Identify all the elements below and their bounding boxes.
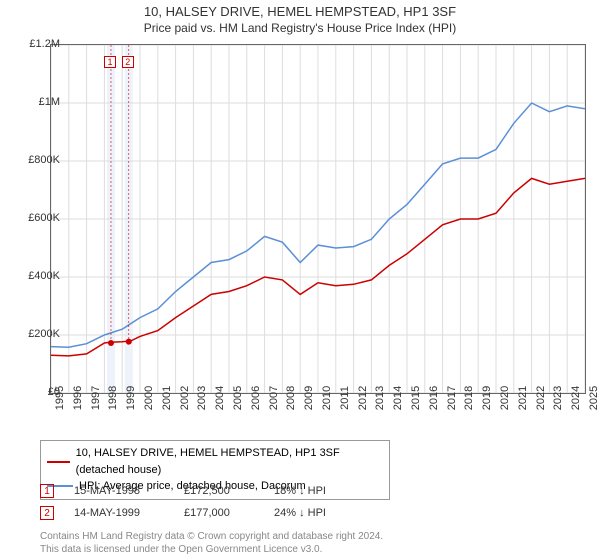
footer-line: Contains HM Land Registry data © Crown c… [40,530,383,543]
sale-price: £177,000 [184,507,254,519]
x-axis-label: 1998 [107,386,119,410]
sale-date: 15-MAY-1998 [74,485,164,497]
x-axis-label: 2007 [268,386,280,410]
footer-line: This data is licensed under the Open Gov… [40,543,383,556]
x-axis-label: 1996 [72,386,84,410]
chart-subtitle: Price paid vs. HM Land Registry's House … [0,21,600,37]
legend-item: 10, HALSEY DRIVE, HEMEL HEMPSTEAD, HP1 3… [47,445,383,478]
x-axis-label: 2018 [463,386,475,410]
y-axis-label: £1.2M [29,38,60,50]
x-axis-label: 2019 [481,386,493,410]
y-axis-label: £600K [28,212,60,224]
x-axis-label: 2021 [517,386,529,410]
x-axis-label: 2025 [588,386,600,410]
y-axis-label: £1M [39,96,60,108]
x-axis-label: 2000 [143,386,155,410]
title-block: 10, HALSEY DRIVE, HEMEL HEMPSTEAD, HP1 3… [0,0,600,36]
y-axis-label: £800K [28,154,60,166]
chart-title: 10, HALSEY DRIVE, HEMEL HEMPSTEAD, HP1 3… [0,4,600,21]
y-axis-label: £200K [28,328,60,340]
sale-delta: 18% ↓ HPI [274,485,326,497]
x-axis-label: 2008 [285,386,297,410]
sale-date: 14-MAY-1999 [74,507,164,519]
x-axis-label: 2001 [161,386,173,410]
x-axis-label: 2004 [214,386,226,410]
x-axis-label: 1995 [54,386,66,410]
chart-container: 10, HALSEY DRIVE, HEMEL HEMPSTEAD, HP1 3… [0,0,600,560]
x-axis-label: 2024 [570,386,582,410]
x-axis-label: 2003 [196,386,208,410]
x-axis-label: 2013 [374,386,386,410]
legend-label: 10, HALSEY DRIVE, HEMEL HEMPSTEAD, HP1 3… [76,445,383,478]
x-axis-label: 2006 [250,386,262,410]
x-axis-label: 2005 [232,386,244,410]
sale-marker-icon: 1 [40,484,54,498]
x-axis-label: 2002 [179,386,191,410]
plot-sale-marker-icon: 2 [122,56,134,68]
sale-row: 2 14-MAY-1999 £177,000 24% ↓ HPI [40,506,326,520]
x-axis-label: 2023 [552,386,564,410]
plot-area [50,44,586,394]
sale-marker-icon: 2 [40,506,54,520]
sale-row: 1 15-MAY-1998 £172,500 18% ↓ HPI [40,484,326,498]
legend-swatch [47,461,70,463]
chart-svg [51,45,585,393]
plot-sale-marker-icon: 1 [104,56,116,68]
x-axis-label: 2015 [410,386,422,410]
footer-attribution: Contains HM Land Registry data © Crown c… [40,530,383,556]
x-axis-label: 2017 [446,386,458,410]
x-axis-label: 2014 [392,386,404,410]
y-axis-label: £400K [28,270,60,282]
x-axis-label: 2010 [321,386,333,410]
x-axis-label: 2012 [357,386,369,410]
x-axis-label: 2022 [535,386,547,410]
x-axis-label: 1997 [90,386,102,410]
x-axis-label: 2020 [499,386,511,410]
sale-delta: 24% ↓ HPI [274,507,326,519]
x-axis-label: 2011 [339,386,351,410]
x-axis-label: 2016 [428,386,440,410]
x-axis-label: 1999 [125,386,137,410]
x-axis-label: 2009 [303,386,315,410]
sale-price: £172,500 [184,485,254,497]
